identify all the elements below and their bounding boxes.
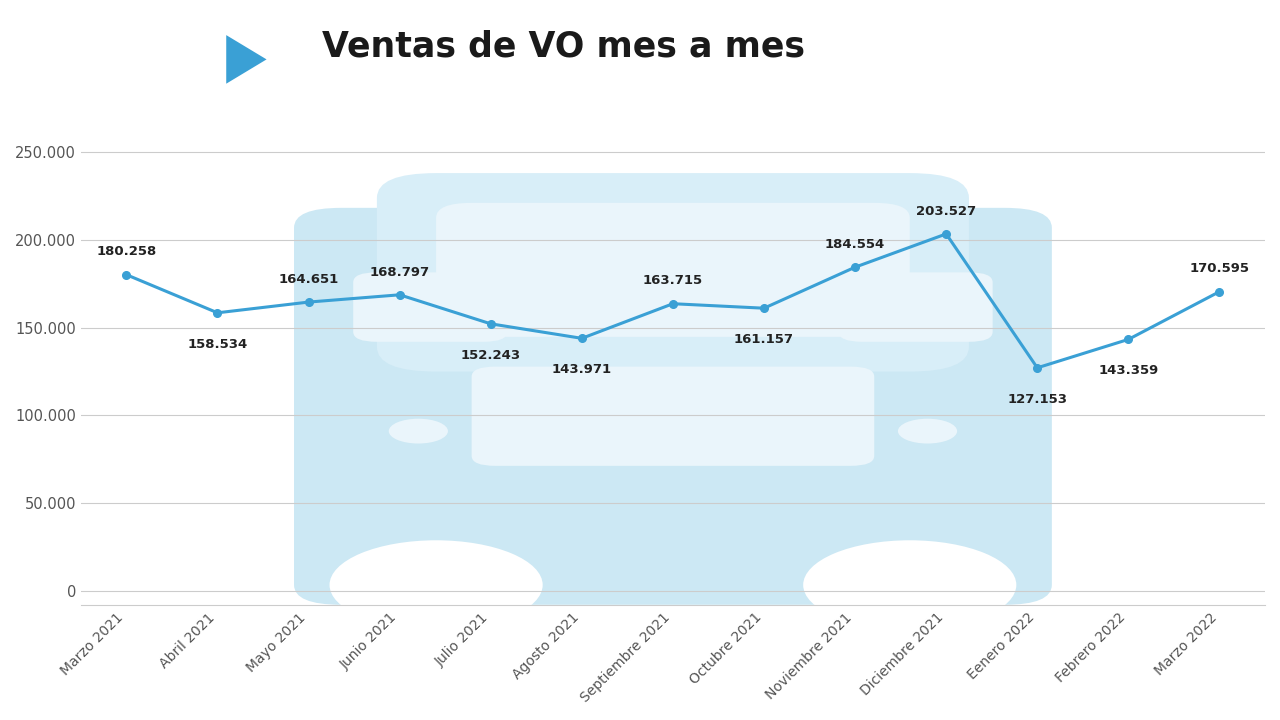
FancyBboxPatch shape <box>838 272 993 342</box>
Text: 161.157: 161.157 <box>733 333 794 346</box>
Text: 163.715: 163.715 <box>643 274 703 287</box>
Text: 127.153: 127.153 <box>1007 393 1068 406</box>
FancyBboxPatch shape <box>376 173 969 372</box>
Circle shape <box>329 540 543 629</box>
Text: 170.595: 170.595 <box>1189 262 1249 275</box>
FancyBboxPatch shape <box>471 366 874 466</box>
Text: 143.971: 143.971 <box>552 364 612 377</box>
Text: 158.534: 158.534 <box>187 338 247 351</box>
Text: Ventas de VO mes a mes: Ventas de VO mes a mes <box>321 30 805 64</box>
Text: 203.527: 203.527 <box>916 204 977 217</box>
Circle shape <box>897 419 957 444</box>
FancyBboxPatch shape <box>353 272 507 342</box>
Circle shape <box>803 540 1016 629</box>
Circle shape <box>389 419 448 444</box>
Text: 180.258: 180.258 <box>96 246 156 258</box>
FancyBboxPatch shape <box>436 203 910 337</box>
Polygon shape <box>227 35 266 84</box>
Text: 184.554: 184.554 <box>826 238 886 251</box>
Text: 143.359: 143.359 <box>1098 364 1158 377</box>
Text: 152.243: 152.243 <box>461 349 521 362</box>
FancyBboxPatch shape <box>294 208 1052 605</box>
Text: 164.651: 164.651 <box>279 273 339 286</box>
Text: 168.797: 168.797 <box>370 266 430 279</box>
